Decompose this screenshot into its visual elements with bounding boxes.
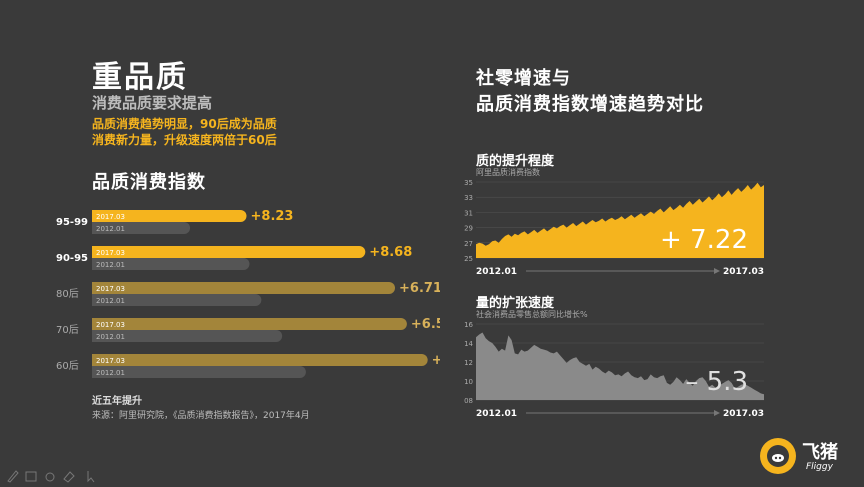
y-tick-label: 25 (464, 255, 473, 263)
bar-2012-label: 2012.01 (96, 333, 125, 341)
y-tick-label: 27 (464, 240, 473, 248)
bar-category-label: 60后 (56, 360, 79, 372)
bar-2012-label: 2012.01 (96, 297, 125, 305)
y-tick-label: 16 (464, 321, 473, 329)
bar-2012 (92, 294, 262, 306)
arrow-head-icon (714, 410, 720, 416)
area-series (476, 332, 764, 400)
bar-2017 (92, 318, 407, 330)
bar-category-label: 90-95 (56, 253, 88, 264)
y-tick-label: 33 (464, 194, 473, 202)
bar-category-label: 70后 (56, 324, 79, 336)
area-annotation: – 5.3 (685, 367, 748, 397)
source-note: 来源：阿里研究院，《品质消费指数报告》，2017年4月 (92, 411, 310, 421)
bar-2017-label: 2017.03 (96, 285, 125, 293)
bar-2012-label: 2012.01 (96, 369, 125, 377)
y-tick-label: 10 (464, 378, 473, 386)
x-label-end: 2017.03 (723, 409, 764, 419)
bar-2017-label: 2017.03 (96, 249, 125, 257)
y-tick-label: 14 (464, 340, 473, 348)
area-series (476, 182, 764, 258)
quantity-chart-subtitle: 社会消费品零售总额同比增长% (476, 310, 588, 319)
bar-2017-label: 2017.03 (96, 357, 125, 365)
page-title: 重品质 (92, 60, 188, 95)
highlight-line-2: 消费新力量，升级速度两倍于60后 (92, 133, 277, 147)
bar-data-label: +8.68 (369, 245, 412, 260)
pointer-icon (87, 471, 95, 483)
y-tick-label: 31 (464, 209, 473, 217)
comparison-title-line-2: 品质消费指数增速趋势对比 (476, 94, 704, 115)
bar-2017-label: 2017.03 (96, 213, 125, 221)
bar-data-label: +6.71 (399, 281, 440, 296)
y-tick-label: 08 (464, 397, 473, 405)
bar-2017-label: 2017.03 (96, 321, 125, 329)
link-icon (45, 472, 55, 482)
bar-2012-label: 2012.01 (96, 261, 125, 269)
bar-2012 (92, 366, 306, 378)
fliggy-logo: 飞猪 Fliggy (756, 432, 856, 480)
bar-2017 (92, 246, 366, 258)
quality-chart-subtitle: 阿里品质消费指数 (476, 168, 540, 177)
quantity-area-chart: 16 14 12 10 08 – 5.3 2012.01 2017.03 (464, 321, 764, 419)
bar-2017 (92, 354, 428, 366)
eraser-icon (63, 471, 75, 483)
bar-chart-title: 品质消费指数 (92, 172, 206, 193)
slide-toolbar[interactable] (6, 468, 106, 487)
page-subtitle: 消费品质要求提高 (92, 94, 213, 112)
comparison-title: 社零增速与 品质消费指数增速趋势对比 (476, 66, 704, 118)
logo-text: 飞猪 (802, 442, 838, 463)
bar-2012-label: 2012.01 (96, 225, 125, 233)
comparison-title-line-1: 社零增速与 (476, 68, 571, 89)
footnote-label: 近五年提升 (92, 396, 142, 407)
bar-chart: 95-99 2012.01 2017.03 +8.23 90-95 2012.01 2017… (56, 209, 440, 378)
bar-category-label: 95-99 (56, 217, 88, 228)
x-label-start: 2012.01 (476, 409, 517, 419)
y-tick-label: 12 (464, 359, 473, 367)
bar-category-label: 80后 (56, 288, 79, 300)
bar-2012 (92, 222, 191, 234)
x-label-end: 2017.03 (723, 267, 764, 277)
area-annotation: + 7.22 (660, 225, 748, 255)
arrow-head-icon (714, 268, 720, 274)
bar-2017 (92, 282, 395, 294)
slides-icon (25, 471, 37, 482)
highlight-text: 品质消费趋势明显，90后成为品质 消费新力量，升级速度两倍于60后 (92, 116, 332, 148)
bar-data-label: +8.23 (251, 209, 294, 224)
bar-2012 (92, 258, 250, 270)
x-label-start: 2012.01 (476, 267, 517, 277)
logo-sub: Fliggy (806, 462, 833, 472)
quantity-chart-title: 量的扩张速度 (476, 296, 555, 311)
quality-area-chart: 35 33 31 29 27 25 + 7.22 2012.01 2017.03 (464, 179, 764, 277)
bar-data-label: +6.56 (411, 317, 440, 332)
bar-data-label: +4.81 (432, 353, 440, 368)
pen-icon (7, 470, 19, 483)
y-tick-label: 29 (464, 225, 473, 233)
highlight-line-1: 品质消费趋势明显，90后成为品质 (92, 117, 277, 131)
bar-2012 (92, 330, 283, 342)
y-tick-label: 35 (464, 179, 473, 187)
quality-chart-title: 质的提升程度 (476, 154, 555, 169)
bar-2017 (92, 210, 247, 222)
